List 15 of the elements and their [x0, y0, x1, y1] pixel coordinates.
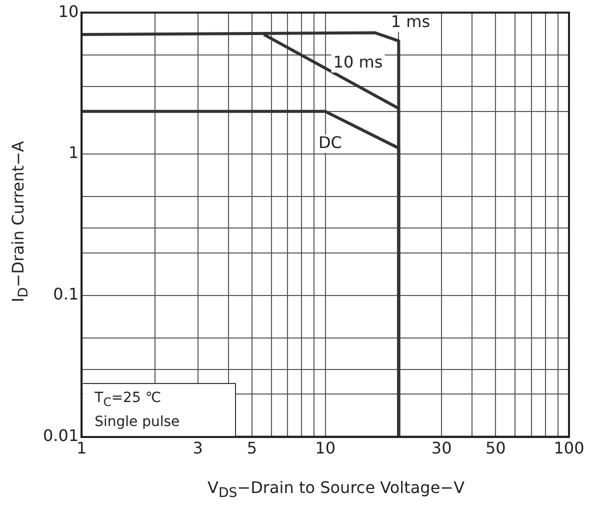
series-label: 1 ms	[390, 12, 430, 32]
note-box: T$_{C}$=25 ℃ Single pulse	[82, 382, 236, 436]
y-tick-label: 0.01	[43, 426, 79, 445]
series-label: 10 ms	[333, 52, 383, 72]
x-tick-label: 100	[554, 438, 584, 458]
x-tick-label: 10	[315, 438, 336, 458]
y-tick-label: 0.1	[53, 284, 79, 304]
x-tick-label: 5	[246, 438, 258, 458]
x-tick-label: 3	[192, 438, 203, 458]
x-tick-label: 50	[485, 438, 506, 458]
x-axis-title: V$_{DS}$−Drain to Source Voltage−V	[206, 478, 466, 502]
x-tick-label: 30	[431, 438, 452, 458]
y-tick-label: 10	[58, 2, 79, 21]
series-label: DC	[318, 132, 342, 152]
y-tick-label: 1	[68, 143, 79, 162]
